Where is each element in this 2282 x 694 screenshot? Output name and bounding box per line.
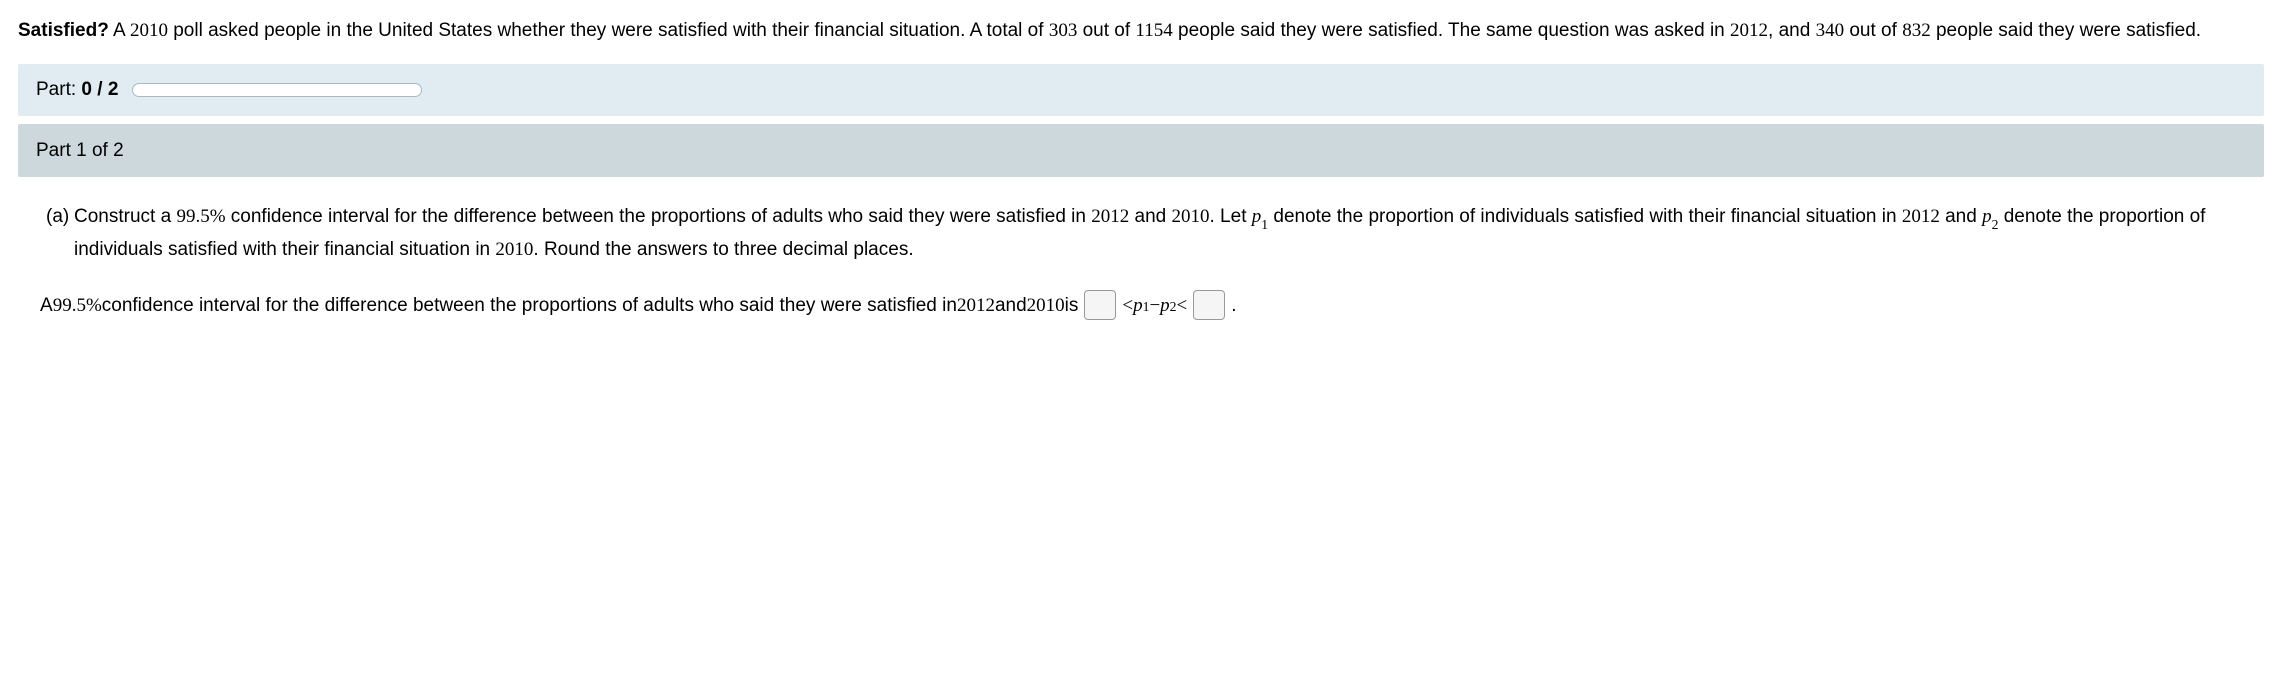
a-p1sub: 1 — [1143, 296, 1150, 319]
q-t6: and — [1940, 206, 1982, 227]
a-t3: and — [995, 290, 1027, 321]
progress-row: Part: 0 / 2 — [18, 64, 2264, 115]
part-header-label: Part 1 of 2 — [36, 140, 124, 161]
q-t1: Construct a — [74, 206, 176, 227]
progress-prefix: Part: — [36, 79, 81, 100]
a-conf: 99.5% — [53, 290, 102, 321]
q-conf: 99.5% — [176, 206, 225, 227]
intro-year2: 2012 — [1730, 20, 1768, 41]
problem-intro: Satisfied? A 2010 poll asked people in t… — [18, 15, 2264, 46]
lower-bound-input[interactable] — [1084, 290, 1116, 320]
a-y1: 2010 — [1027, 290, 1065, 321]
q-p1sub: 1 — [1261, 217, 1268, 232]
question-label: (a) — [46, 201, 74, 232]
question-body: (a)Construct a 99.5% confidence interval… — [18, 201, 2264, 266]
q-y2b: 2012 — [1902, 206, 1940, 227]
a-minus: − — [1149, 290, 1160, 321]
a-y2: 2012 — [957, 290, 995, 321]
q-p2: p — [1982, 206, 1992, 227]
intro-title: Satisfied? — [18, 20, 109, 41]
intro-t1c: out of — [1077, 20, 1135, 41]
progress-label: Part: 0 / 2 — [36, 74, 118, 105]
intro-t1f: out of — [1844, 20, 1902, 41]
intro-n1t: 1154 — [1135, 20, 1172, 41]
progress-sep: / — [92, 79, 108, 100]
a-t1: A — [40, 290, 53, 321]
intro-t1d: people said they were satisfied. The sam… — [1173, 20, 1730, 41]
q-y1: 2010 — [1172, 206, 1210, 227]
q-y1b: 2010 — [495, 239, 533, 260]
progress-track — [132, 83, 422, 97]
a-period: . — [1231, 290, 1236, 321]
question-text: (a)Construct a 99.5% confidence interval… — [46, 201, 2242, 266]
q-t8: . Round the answers to three decimal pla… — [533, 239, 913, 260]
progress-total: 2 — [108, 79, 119, 100]
intro-t1e: , and — [1768, 20, 1816, 41]
part-header: Part 1 of 2 — [18, 124, 2264, 177]
intro-n1s: 303 — [1049, 20, 1078, 41]
intro-n2s: 340 — [1816, 20, 1845, 41]
a-t4: is — [1065, 290, 1079, 321]
intro-year1: 2010 — [130, 20, 168, 41]
a-lt2: < — [1177, 290, 1188, 321]
q-t5: denote the proportion of individuals sat… — [1268, 206, 1902, 227]
a-p2: p — [1160, 290, 1170, 321]
a-p2sub: 2 — [1170, 296, 1177, 319]
intro-t1g: people said they were satisfied. — [1931, 20, 2201, 41]
q-p1: p — [1252, 206, 1262, 227]
q-t3: and — [1129, 206, 1171, 227]
progress-current: 0 — [81, 79, 92, 100]
a-t2: confidence interval for the difference b… — [102, 290, 957, 321]
a-lt1: < — [1122, 290, 1133, 321]
intro-n2t: 832 — [1902, 20, 1931, 41]
intro-t1a: A — [109, 20, 130, 41]
q-t4: . Let — [1210, 206, 1252, 227]
q-p2sub: 2 — [1992, 217, 1999, 232]
q-t2: confidence interval for the difference b… — [226, 206, 1092, 227]
upper-bound-input[interactable] — [1193, 290, 1225, 320]
answer-line: A 99.5% confidence interval for the diff… — [18, 290, 2264, 321]
intro-t1b: poll asked people in the United States w… — [168, 20, 1049, 41]
q-y2: 2012 — [1091, 206, 1129, 227]
a-p1: p — [1133, 290, 1143, 321]
